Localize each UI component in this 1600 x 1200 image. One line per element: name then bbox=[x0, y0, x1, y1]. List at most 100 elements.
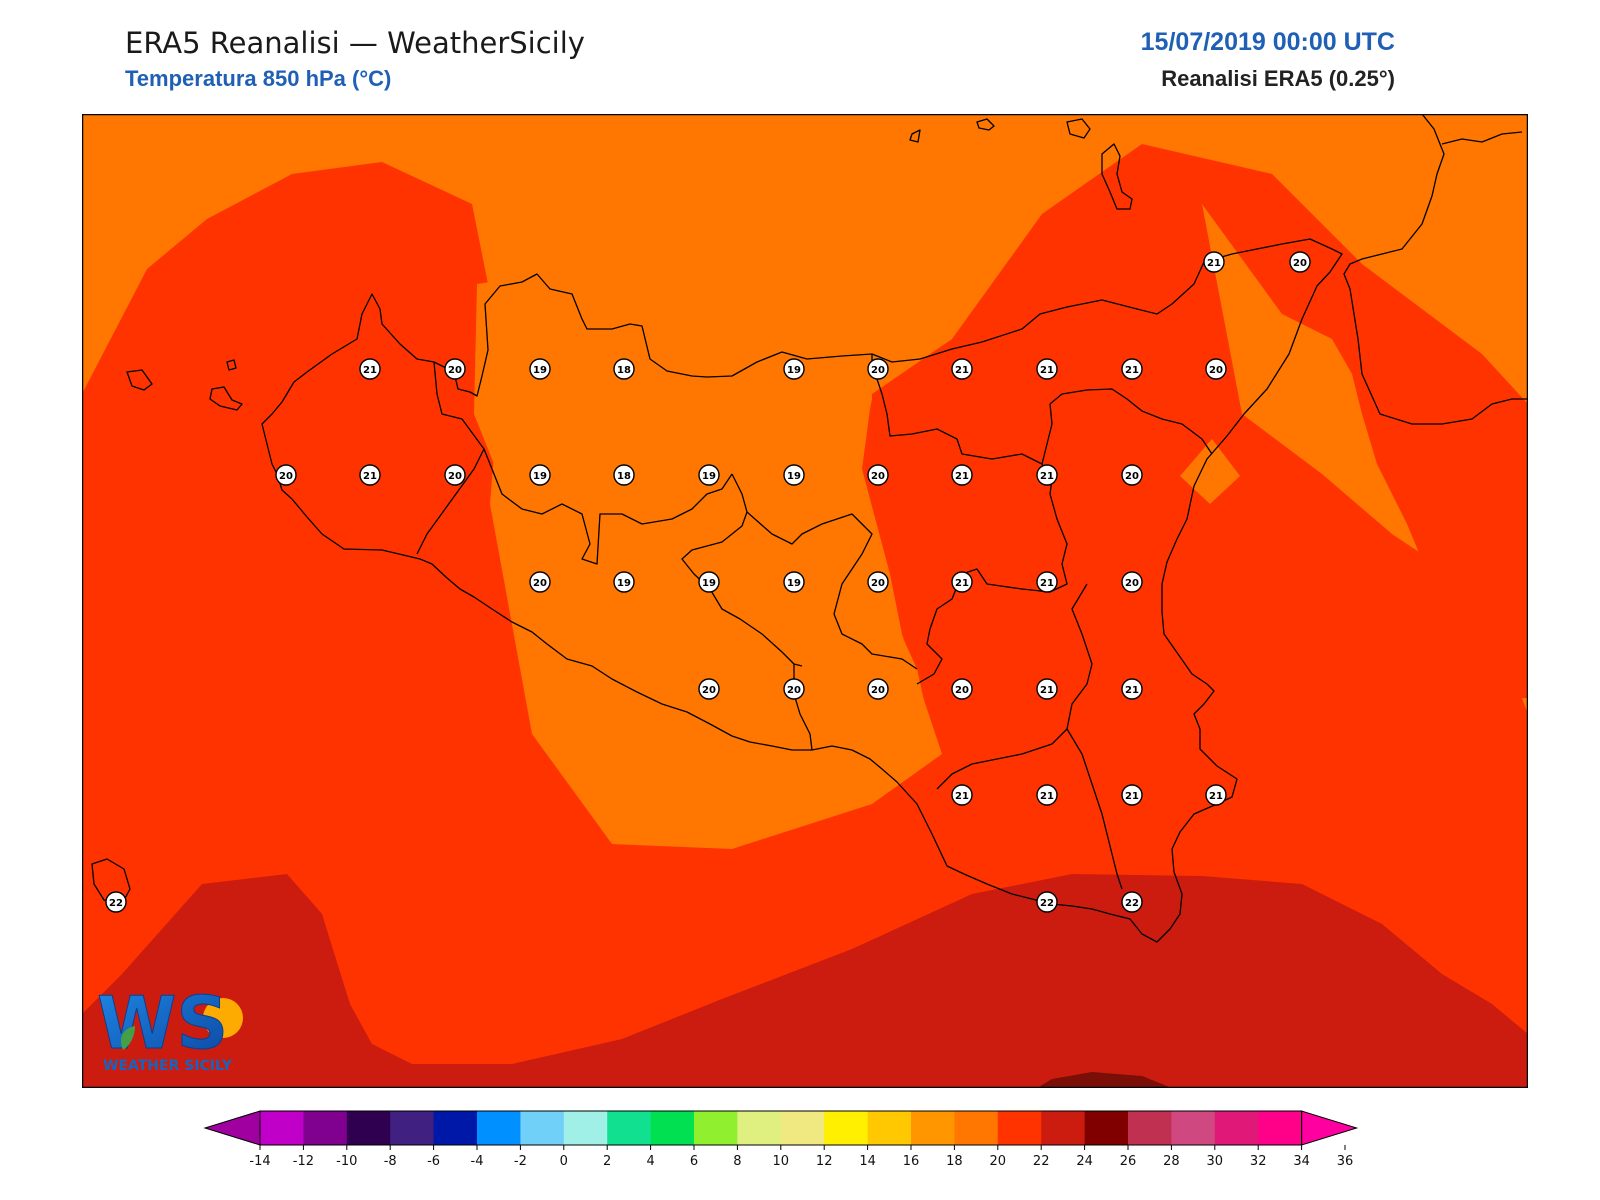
colorbar-swatch bbox=[650, 1111, 695, 1145]
station-marker: 20 bbox=[783, 678, 805, 700]
aeolian-island-2 bbox=[976, 118, 995, 131]
station-marker: 21 bbox=[1036, 784, 1058, 806]
station-marker: 21 bbox=[951, 464, 973, 486]
map-title: ERA5 Reanalisi — WeatherSicily bbox=[125, 26, 585, 60]
colorbar-tick-label: 0 bbox=[560, 1154, 568, 1169]
egadi-island-2 bbox=[209, 386, 243, 411]
colorbar-swatch bbox=[607, 1111, 652, 1145]
station-value: 21 bbox=[1040, 685, 1054, 696]
temperature-map: 21 20 21 20 19 18 19 20 21 21 21 20 20 21 20 19 18 19 19 20… bbox=[82, 114, 1528, 1088]
station-marker: 22 bbox=[105, 891, 127, 913]
colorbar-tick-label: 22 bbox=[1033, 1154, 1050, 1169]
logo-sun-icon bbox=[203, 998, 243, 1038]
colorbar-swatch bbox=[260, 1111, 304, 1145]
province-border-agrigento-cl bbox=[681, 473, 803, 667]
station-value: 20 bbox=[702, 685, 716, 696]
logo-caption: WEATHER SICILY bbox=[103, 1058, 233, 1073]
colorbar-tick-label: 28 bbox=[1163, 1154, 1180, 1169]
calabria-coast bbox=[1343, 114, 1528, 425]
calabria-north-coast bbox=[1441, 131, 1523, 145]
station-value: 22 bbox=[1040, 898, 1054, 909]
station-marker: 21 bbox=[1121, 784, 1143, 806]
station-marker: 18 bbox=[613, 358, 635, 380]
station-value: 21 bbox=[1040, 471, 1054, 482]
colorbar-tick-label: 16 bbox=[903, 1154, 920, 1169]
colorbar-tick-label: 26 bbox=[1120, 1154, 1137, 1169]
colorbar-swatch bbox=[1084, 1111, 1129, 1145]
colorbar-tick-label: -4 bbox=[471, 1154, 484, 1169]
station-value: 21 bbox=[1125, 365, 1139, 376]
colorbar-swatch bbox=[390, 1111, 435, 1145]
colorbar-tick-label: 36 bbox=[1337, 1154, 1354, 1169]
egadi-island-1 bbox=[126, 369, 153, 391]
band-24-26 bbox=[1037, 1072, 1172, 1088]
station-value: 20 bbox=[1293, 258, 1307, 269]
station-value: 22 bbox=[109, 898, 123, 909]
colorbar-tick-label: 18 bbox=[946, 1154, 963, 1169]
province-border-ragusa-siracusa bbox=[936, 728, 1068, 790]
colorbar-frame bbox=[259, 1110, 1303, 1146]
colorbar-swatch bbox=[694, 1111, 738, 1145]
aeolian-island-1 bbox=[909, 129, 921, 143]
station-marker: 19 bbox=[529, 464, 551, 486]
station-value: 19 bbox=[702, 471, 716, 482]
station-marker: 20 bbox=[275, 464, 297, 486]
sicily-coast bbox=[261, 238, 1343, 943]
colorbar-tick-label: -2 bbox=[514, 1154, 527, 1169]
colorbar-swatch bbox=[824, 1111, 869, 1145]
colorbar-tick-label: 12 bbox=[816, 1154, 833, 1169]
colorbar-swatch bbox=[433, 1111, 478, 1145]
station-marker: 21 bbox=[1205, 784, 1227, 806]
colorbar-tick-label: 24 bbox=[1076, 1154, 1093, 1169]
colorbar-tick-label: -6 bbox=[427, 1154, 440, 1169]
station-marker: 20 bbox=[951, 678, 973, 700]
colorbar-tick-label: -14 bbox=[249, 1154, 270, 1169]
aeolian-island-3 bbox=[1066, 118, 1091, 139]
station-marker: 20 bbox=[1121, 464, 1143, 486]
band-18-20-center bbox=[474, 264, 927, 824]
station-marker: 21 bbox=[1036, 678, 1058, 700]
colorbar-swatch bbox=[1258, 1111, 1303, 1145]
colorbar-swatch bbox=[1171, 1111, 1216, 1145]
station-value: 21 bbox=[955, 471, 969, 482]
band-22-24 bbox=[82, 874, 1528, 1088]
station-marker: 19 bbox=[529, 358, 551, 380]
station-value: 21 bbox=[955, 365, 969, 376]
station-value: 21 bbox=[1209, 791, 1223, 802]
band-18-20-diamond bbox=[1180, 439, 1240, 504]
station-value: 20 bbox=[448, 471, 462, 482]
logo-letters: WS bbox=[97, 981, 228, 1065]
station-value: 18 bbox=[617, 471, 631, 482]
station-value: 22 bbox=[1125, 898, 1139, 909]
station-marker: 22 bbox=[1036, 891, 1058, 913]
colorbar-swatch bbox=[737, 1111, 782, 1145]
colorbar-tick-label: 6 bbox=[690, 1154, 698, 1169]
station-marker: 19 bbox=[783, 464, 805, 486]
station-marker: 20 bbox=[867, 571, 889, 593]
colorbar-tick-label: 14 bbox=[859, 1154, 876, 1169]
station-marker: 19 bbox=[783, 358, 805, 380]
station-marker: 21 bbox=[1036, 358, 1058, 380]
colorbar-tick-label: 2 bbox=[603, 1154, 611, 1169]
aeolian-island-lipari bbox=[1101, 143, 1133, 210]
station-marker: 21 bbox=[1121, 678, 1143, 700]
station-value: 19 bbox=[702, 578, 716, 589]
weather-sicily-logo: WS WEATHER SICILY bbox=[97, 981, 243, 1073]
station-value: 21 bbox=[955, 791, 969, 802]
station-marker: 20 bbox=[1289, 251, 1311, 273]
station-value: 20 bbox=[871, 685, 885, 696]
colorbar-tick-label: 30 bbox=[1207, 1154, 1224, 1169]
station-markers: 21 20 21 20 19 18 19 20 21 21 21 20 20 21 20 19 18 19 19 20… bbox=[105, 251, 1311, 913]
station-marker: 20 bbox=[1121, 571, 1143, 593]
station-marker: 19 bbox=[698, 464, 720, 486]
station-value: 20 bbox=[279, 471, 293, 482]
colorbar-swatch bbox=[780, 1111, 825, 1145]
colorbar-tick-label: 34 bbox=[1293, 1154, 1310, 1169]
station-value: 19 bbox=[533, 365, 547, 376]
colorbar-tick-label: 8 bbox=[733, 1154, 741, 1169]
station-value: 21 bbox=[955, 578, 969, 589]
station-value: 20 bbox=[871, 578, 885, 589]
station-marker: 21 bbox=[359, 358, 381, 380]
station-marker: 21 bbox=[1203, 251, 1225, 273]
colorbar-swatch bbox=[1041, 1111, 1086, 1145]
